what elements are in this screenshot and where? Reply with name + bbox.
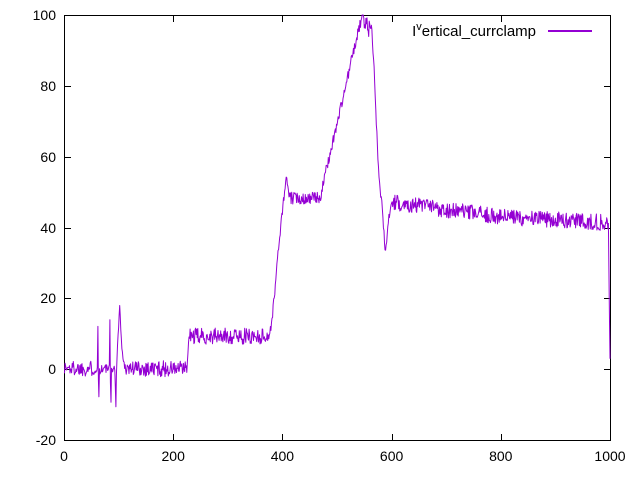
x-tick-label: 800	[489, 448, 513, 464]
legend-label-superscript: v	[416, 20, 422, 33]
legend: Ivertical_currclamp	[300, 21, 592, 41]
x-tick-label: 1000	[594, 448, 626, 464]
y-tick-label: 60	[40, 148, 56, 165]
y-tick-label: 100	[32, 7, 56, 23]
x-tick-label: 0	[60, 448, 68, 464]
x-tick-label: 200	[161, 448, 185, 464]
y-tick-label: 20	[40, 290, 56, 307]
legend-line-sample	[548, 30, 592, 32]
legend-label-prefix: I	[412, 22, 417, 40]
x-tick-label: 600	[379, 448, 404, 464]
x-tick-label: 400	[270, 448, 295, 464]
legend-label-rest: ertical_currclamp	[421, 22, 536, 40]
plot-border	[64, 15, 611, 441]
y-tick-label: -20	[35, 432, 56, 448]
y-tick-label: 40	[40, 219, 56, 236]
y-tick-label: 0	[48, 361, 56, 378]
signal-trace	[63, 14, 611, 408]
legend-label: Ivertical_currclamp	[412, 20, 536, 40]
y-tick-label: 80	[40, 77, 56, 94]
